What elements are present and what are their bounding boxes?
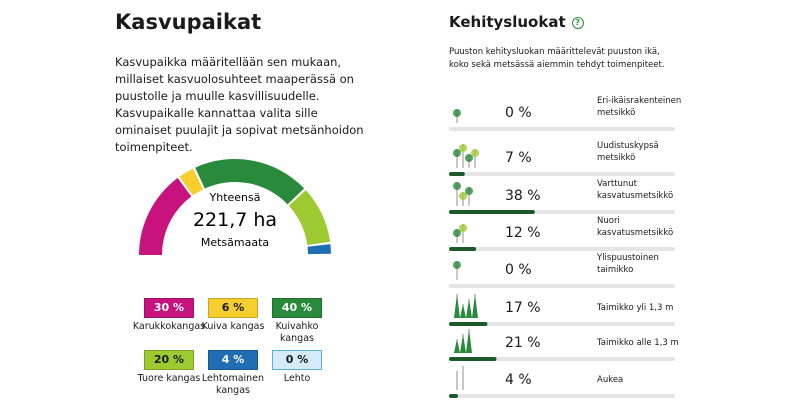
tree-icon [453, 144, 479, 168]
legend-value: 20 % [144, 350, 194, 370]
crown [459, 144, 467, 152]
bar [449, 357, 497, 361]
gauge-segment [179, 168, 204, 196]
bar-track [449, 172, 675, 176]
crown [453, 149, 461, 157]
value-label: 7 % [505, 150, 532, 166]
gauge-unit-label: Metsämaata [201, 236, 269, 249]
left-description: Kasvupaikka määritellään sen mukaan, mil… [115, 55, 364, 154]
crown [453, 261, 461, 269]
crown [460, 304, 466, 318]
left-title: Kasvupaikat [115, 10, 262, 34]
legend-value: 0 % [272, 350, 322, 370]
crown [453, 229, 461, 237]
legend-label: Kuiva kangas [201, 321, 265, 332]
tree-icon [453, 224, 467, 243]
bar-track [449, 127, 675, 131]
legend-value: 6 % [208, 298, 258, 318]
category-label: Taimikko alle 1,3 m [597, 338, 679, 348]
category-label: Uudistuskypsä metsikkö [597, 141, 659, 163]
crown [453, 182, 461, 190]
crown [460, 334, 466, 353]
value-label: 0 % [505, 262, 532, 278]
bar-track [449, 322, 675, 326]
legend-label: Tuore kangas [137, 373, 201, 384]
crown [471, 149, 479, 157]
bar [449, 172, 465, 176]
value-label: 21 % [505, 335, 541, 351]
legend-value: 4 % [208, 350, 258, 370]
tree-icon [454, 294, 478, 318]
gauge-segment [288, 190, 331, 245]
right-description: Puuston kehitysluokan määrittelevät puus… [449, 47, 665, 70]
bar [449, 210, 535, 214]
right-header: Kehitysluokat? [449, 12, 584, 31]
crown [465, 187, 473, 195]
crown [459, 192, 467, 200]
value-label: 38 % [505, 188, 541, 204]
category-label: Varttunut kasvatusmetsikkö [597, 179, 674, 201]
crown [459, 224, 467, 232]
bar-track [449, 247, 675, 251]
legend-label: Lehtomainen kangas [201, 373, 265, 396]
legend-value: 30 % [144, 298, 194, 318]
gauge-segment [195, 158, 305, 205]
bar-track [449, 284, 675, 288]
crown [472, 294, 478, 318]
gauge-segment [307, 244, 331, 255]
category-label: Ylispuustoinen taimikko [597, 253, 659, 275]
tree-icon [453, 182, 473, 206]
gauge-total: 221,7 ha [193, 209, 277, 231]
crown [454, 339, 460, 353]
category-label: Eri-ikäisrakenteinen metsikkö [597, 96, 682, 118]
category-label: Taimikko yli 1,3 m [597, 303, 674, 313]
value-label: 4 % [505, 372, 532, 388]
tree-icon [454, 329, 472, 353]
right-title: Kehitysluokat [449, 13, 566, 31]
crown [454, 294, 460, 318]
crown [466, 329, 472, 353]
legend-value: 40 % [272, 298, 322, 318]
value-label: 0 % [505, 105, 532, 121]
gauge-center-label: Yhteensä [209, 191, 261, 204]
help-icon[interactable]: ? [571, 17, 584, 29]
value-label: 12 % [505, 225, 541, 241]
tree-icon [456, 366, 464, 390]
bar-track [449, 394, 675, 398]
tree-icon [453, 261, 461, 280]
bar [449, 247, 477, 251]
bar [449, 394, 459, 398]
crown [453, 109, 461, 117]
bar-track [449, 357, 675, 361]
gauge-segment [139, 178, 192, 255]
category-label: Aukea [597, 375, 624, 385]
tree-icon [453, 109, 461, 123]
bar [449, 322, 488, 326]
legend-label: Karukkokangas [132, 321, 206, 332]
crown [465, 154, 473, 162]
category-label: Nuori kasvatusmetsikkö [597, 216, 674, 238]
legend-label: Kuivahko kangas [275, 321, 319, 344]
legend-label: Lehto [283, 373, 311, 384]
crown [466, 299, 472, 318]
value-label: 17 % [505, 300, 541, 316]
